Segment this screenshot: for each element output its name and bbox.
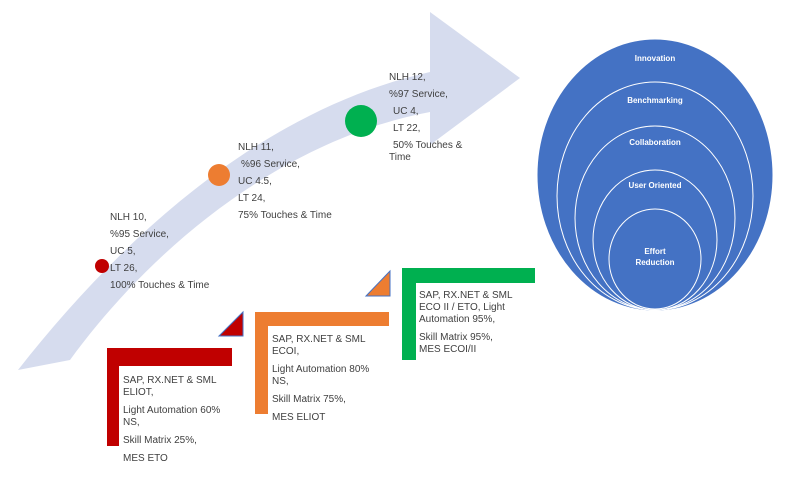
step-1-line: ELIOT, [123,387,154,398]
stage-1-line: UC 5, [110,246,136,257]
step-2-bracket [255,312,389,414]
stage-1-dot [95,259,109,273]
step-2-line: NS, [272,376,289,387]
step-1-triangle [217,310,244,337]
step-2-text: SAP, RX.NET & SML ECOI, Light Automation… [272,334,369,424]
stage-3-line: UC 4, [393,106,419,117]
ring-label-benchmarking: Benchmarking [627,96,683,105]
step-3-line: Automation 95%, [419,314,496,325]
step-1-line: SAP, RX.NET & SML [123,375,217,386]
step-2-line: SAP, RX.NET & SML [272,334,366,345]
stage-3-line: %97 Service, [389,89,448,100]
stage-3-line: Time [389,152,411,163]
step-3-line: ECO II / ETO, Light [419,302,505,313]
stage-3-line: LT 22, [393,123,421,134]
stage-3-line: 50% Touches & [393,140,463,151]
stage-1-line: 100% Touches & Time [110,280,210,291]
step-3-line: MES ECOI/II [419,344,477,355]
step-1-line: NS, [123,417,140,428]
stage-3-dot [345,105,377,137]
step-3-text: SAP, RX.NET & SML ECO II / ETO, Light Au… [419,290,513,356]
step-2-line: MES ELIOT [272,412,326,423]
stage-2-line: UC 4.5, [238,176,272,187]
stage-2-line: NLH 11, [238,142,274,153]
stage-1-line: %95 Service, [110,229,169,240]
ring-label-effort: Effort [644,247,666,256]
step-1-line: Skill Matrix 25%, [123,435,197,446]
stage-1-line: LT 26, [110,263,138,274]
stage-2-line: %96 Service, [241,159,300,170]
step-3-triangle [364,269,391,297]
ring-label-reduction: Reduction [635,258,675,267]
stage-2-line: 75% Touches & Time [238,210,332,221]
ring-label-innovation: Innovation [634,54,676,63]
step-1-bracket [107,348,232,446]
stage-1-text: NLH 10, %95 Service, UC 5, LT 26, 100% T… [110,212,209,292]
step-1-line: Light Automation 60% [123,405,221,416]
ring-label-collaboration: Collaboration [629,138,681,147]
stage-2-dot [208,164,230,186]
step-1-line: MES ETO [123,453,168,464]
stage-2-text: NLH 11, %96 Service, UC 4.5, LT 24, 75% … [238,142,332,222]
step-2-line: ECOI, [272,346,300,357]
step-3-line: Skill Matrix 95%, [419,332,493,343]
stage-1-line: NLH 10, [110,212,147,223]
ring-effort-reduction [608,208,702,310]
progress-arrow [18,12,520,370]
nested-goals [536,38,774,312]
stage-3-line: NLH 12, [389,72,426,83]
stage-3-text: NLH 12, %97 Service, UC 4, LT 22, 50% To… [389,72,462,164]
step-2-line: Skill Matrix 75%, [272,394,346,405]
step-1-text: SAP, RX.NET & SML ELIOT, Light Automatio… [123,375,220,465]
stage-2-line: LT 24, [238,193,266,204]
step-2-line: Light Automation 80% [272,364,370,375]
ring-label-user-oriented: User Oriented [628,181,682,190]
step-3-bracket [402,268,535,360]
step-3-line: SAP, RX.NET & SML [419,290,513,301]
